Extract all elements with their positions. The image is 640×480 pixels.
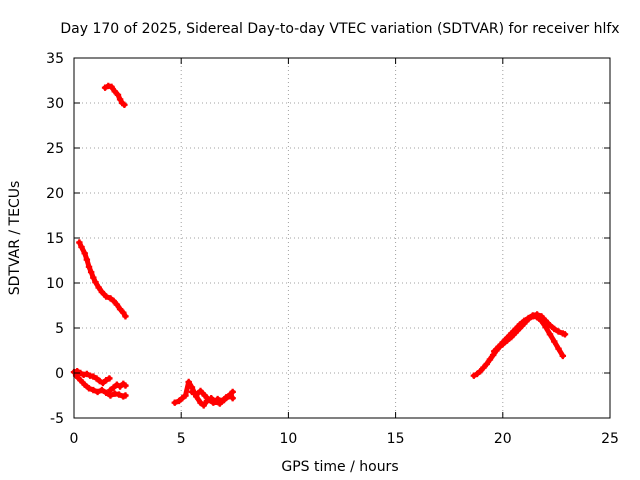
data-point — [78, 243, 85, 251]
x-tick-label: 10 — [279, 431, 297, 447]
data-point — [503, 334, 511, 342]
data-series — [70, 82, 569, 409]
data-point — [120, 309, 127, 316]
data-point — [555, 328, 562, 335]
data-point — [512, 325, 519, 333]
data-point — [551, 325, 558, 333]
data-point — [495, 343, 502, 351]
data-point — [200, 402, 207, 409]
data-point — [521, 317, 528, 324]
data-point — [98, 288, 106, 296]
data-point — [114, 91, 122, 99]
data-point — [525, 314, 532, 322]
y-tick-label: 0 — [55, 366, 64, 382]
x-tick-label: 0 — [70, 431, 79, 447]
x-axis-label: GPS time / hours — [281, 459, 398, 475]
data-point — [218, 397, 226, 405]
data-point — [111, 88, 118, 95]
data-point — [87, 269, 95, 276]
y-tick-label: 10 — [46, 276, 64, 292]
data-point — [229, 395, 236, 402]
data-point — [516, 321, 524, 328]
data-point — [542, 317, 549, 324]
data-point — [121, 101, 128, 108]
data-point — [122, 313, 129, 320]
data-point — [538, 313, 545, 320]
grid-lines — [74, 58, 610, 418]
data-point — [223, 394, 230, 401]
data-point — [551, 338, 558, 345]
data-point — [214, 395, 221, 403]
data-point — [210, 399, 217, 406]
data-point — [508, 330, 515, 337]
x-tick-label: 15 — [387, 431, 405, 447]
data-point — [94, 388, 101, 396]
data-point — [491, 348, 498, 355]
y-tick-label: 20 — [46, 186, 64, 202]
data-point — [116, 305, 124, 313]
data-point — [201, 392, 208, 399]
data-point — [83, 256, 91, 263]
data-point — [116, 96, 124, 103]
data-point — [106, 375, 113, 382]
data-point — [102, 293, 110, 300]
data-point — [77, 377, 84, 384]
data-point — [227, 391, 234, 398]
data-point — [110, 297, 117, 305]
data-point — [185, 378, 192, 386]
data-point — [499, 339, 506, 346]
data-point — [483, 360, 490, 368]
data-point — [81, 250, 88, 257]
data-point — [95, 284, 102, 291]
data-point — [98, 386, 106, 394]
data-point — [480, 364, 487, 371]
x-tick-label: 20 — [494, 431, 512, 447]
chart-title: Day 170 of 2025, Sidereal Day-to-day VTE… — [60, 21, 619, 37]
y-tick-label: -5 — [50, 411, 64, 427]
data-point — [108, 83, 115, 90]
data-point — [107, 392, 114, 399]
axis-ticks: 0 5 10 15 20 25 -5 0 5 10 15 20 25 30 35 — [46, 51, 619, 447]
data-point — [555, 345, 562, 352]
data-point — [90, 386, 97, 394]
data-point — [85, 263, 93, 270]
data-point — [113, 301, 121, 308]
data-point — [477, 368, 484, 375]
data-point — [559, 352, 567, 360]
data-point — [546, 331, 554, 338]
data-point — [171, 399, 178, 406]
data-point — [486, 356, 494, 363]
x-tick-label: 5 — [177, 431, 186, 447]
data-point — [193, 391, 200, 398]
y-tick-label: 30 — [46, 96, 64, 112]
data-point — [197, 387, 204, 395]
data-point — [90, 274, 97, 281]
data-point — [85, 385, 93, 392]
data-point — [546, 322, 554, 329]
x-tick-label: 25 — [601, 431, 619, 447]
y-tick-label: 15 — [46, 231, 64, 247]
y-tick-label: 35 — [46, 51, 64, 67]
y-axis-label: SDTVAR / TECUs — [7, 181, 23, 296]
data-point — [76, 239, 83, 246]
data-point — [92, 278, 99, 286]
data-point — [205, 396, 213, 404]
y-tick-label: 25 — [46, 141, 64, 157]
data-point — [122, 382, 129, 389]
data-point — [102, 389, 110, 396]
data-point — [542, 323, 549, 331]
data-point — [81, 381, 88, 388]
data-point — [533, 311, 541, 318]
data-point — [122, 392, 129, 399]
data-point — [115, 391, 123, 398]
data-point — [561, 331, 569, 338]
data-point — [182, 392, 189, 399]
data-point — [188, 388, 196, 396]
y-tick-label: 5 — [55, 321, 64, 337]
